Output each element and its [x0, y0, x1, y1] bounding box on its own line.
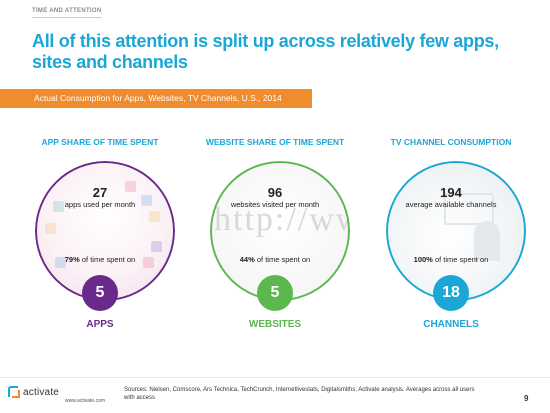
logo-text: activate: [23, 387, 60, 398]
apps-description: apps used per month: [64, 200, 136, 209]
channels-count: 194: [440, 185, 462, 200]
channels-column: TV CHANNEL CONSUMPTION 194 average avail…: [366, 137, 536, 330]
banner-text: Actual Consumption for Apps, Websites, T…: [34, 93, 282, 103]
apps-column-title: APP SHARE OF TIME SPENT: [41, 137, 159, 147]
channels-label: CHANNELS: [423, 319, 479, 330]
apps-label: APPS: [86, 319, 114, 330]
activate-logo-icon: [8, 386, 20, 398]
apps-count: 27: [92, 185, 108, 200]
divider: [32, 17, 102, 18]
channels-share-percent: 100%: [413, 255, 433, 264]
channels-share-suffix: of time spent on: [432, 255, 489, 264]
sources-note: Sources: Nielsen, Comscore, Ars Technica…: [124, 387, 475, 401]
websites-badge: 5: [257, 275, 293, 311]
websites-column-title: WEBSITE SHARE OF TIME SPENT: [205, 137, 345, 147]
websites-share-suffix: of time spent on: [254, 255, 311, 264]
page-title: All of this attention is split up across…: [32, 31, 499, 72]
footer-divider: [0, 377, 550, 378]
websites-label: WEBSITES: [248, 319, 302, 330]
website-url: www.activate.com: [65, 398, 106, 404]
channels-share-text: 100% of time spent on: [366, 255, 536, 264]
websites-description: websites visited per month: [230, 200, 320, 209]
page-number: 9: [524, 394, 529, 403]
channels-badge: 18: [433, 275, 469, 311]
apps-column: APP SHARE OF TIME SPENT 27 apps used per…: [15, 137, 185, 330]
apps-share-text: 79% of time spent on: [15, 255, 185, 264]
apps-share-suffix: of time spent on: [79, 255, 136, 264]
section-label: TIME AND ATTENTION: [32, 8, 102, 14]
apps-share-percent: 79%: [64, 255, 80, 264]
channels-column-title: TV CHANNEL CONSUMPTION: [390, 137, 512, 147]
websites-column: WEBSITE SHARE OF TIME SPENT http://www 9…: [190, 137, 360, 330]
websites-share-percent: 44%: [239, 255, 255, 264]
channels-description: average available channels: [405, 200, 497, 209]
websites-count: 96: [267, 185, 283, 200]
websites-share-text: 44% of time spent on: [190, 255, 360, 264]
subtitle-banner: Actual Consumption for Apps, Websites, T…: [0, 89, 312, 108]
apps-badge: 5: [82, 275, 118, 311]
